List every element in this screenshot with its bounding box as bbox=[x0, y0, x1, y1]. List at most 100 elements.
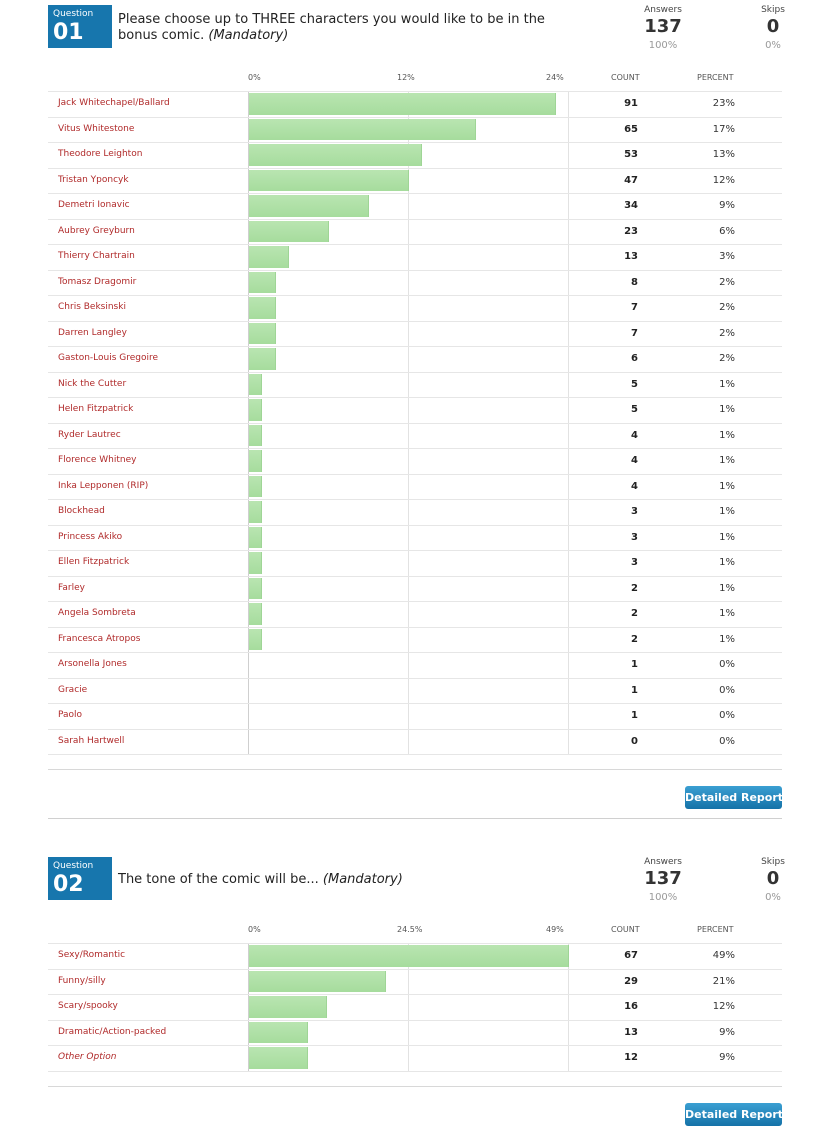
answer-percent: 17% bbox=[712, 123, 735, 135]
row-divider bbox=[48, 601, 782, 602]
answer-percent: 1% bbox=[719, 557, 735, 568]
answer-label: Florence Whitney bbox=[58, 455, 137, 465]
answer-percent: 1% bbox=[719, 480, 735, 492]
answer-label: Demetri Ionavic bbox=[58, 200, 130, 210]
answer-percent: 9% bbox=[719, 1052, 735, 1063]
skips-label: Skips bbox=[761, 857, 785, 867]
answer-label: Jack Whitechapel/Ballard bbox=[58, 98, 170, 108]
answer-percent: 2% bbox=[719, 327, 735, 339]
row-divider bbox=[48, 550, 782, 551]
answer-label: Helen Fitzpatrick bbox=[58, 404, 134, 414]
row-divider bbox=[48, 703, 782, 704]
answer-count: 34 bbox=[624, 200, 638, 211]
answers-count: 137 bbox=[644, 16, 682, 37]
bar bbox=[249, 552, 263, 574]
bar bbox=[249, 93, 556, 115]
row-divider bbox=[48, 994, 782, 995]
row-divider bbox=[48, 943, 782, 944]
answer-count: 91 bbox=[624, 98, 638, 109]
answer-percent: 0% bbox=[719, 735, 735, 747]
answer-percent: 9% bbox=[719, 1026, 735, 1038]
bar bbox=[249, 195, 369, 217]
answer-count: 53 bbox=[624, 149, 638, 160]
bar bbox=[249, 348, 276, 370]
row-divider bbox=[48, 269, 782, 271]
bar bbox=[249, 220, 329, 242]
answer-count: 23 bbox=[624, 225, 638, 237]
answer-label: Tomasz Dragomir bbox=[58, 276, 137, 287]
bar bbox=[249, 945, 569, 967]
answer-label: Sarah Hartwell bbox=[58, 735, 125, 746]
answer-percent: 1% bbox=[719, 506, 735, 517]
badge-label: Question bbox=[53, 861, 94, 871]
answer-count: 47 bbox=[624, 174, 638, 186]
answer-count: 1 bbox=[631, 659, 638, 670]
bar bbox=[249, 628, 263, 650]
answer-label: Gaston-Louis Gregoire bbox=[58, 353, 159, 363]
bar bbox=[249, 996, 328, 1018]
answer-label: Ryder Lautrec bbox=[58, 429, 121, 440]
answer-percent: 0% bbox=[719, 659, 735, 670]
row-divider bbox=[48, 1070, 782, 1072]
required-note: (Mandatory) bbox=[322, 872, 403, 887]
bar bbox=[249, 118, 476, 140]
row-divider bbox=[48, 116, 782, 118]
answer-count: 7 bbox=[631, 327, 638, 339]
answer-count: 1 bbox=[631, 684, 638, 696]
skips-label: Skips bbox=[761, 5, 785, 15]
bar bbox=[249, 475, 263, 497]
answer-percent: 1% bbox=[719, 455, 735, 466]
row-divider bbox=[48, 142, 782, 143]
row-divider bbox=[48, 575, 782, 577]
answer-count: 16 bbox=[624, 1001, 638, 1012]
answer-count: 5 bbox=[631, 404, 638, 415]
row-divider bbox=[48, 167, 782, 169]
detailed-report-button[interactable]: Detailed Report bbox=[685, 786, 783, 809]
row-divider bbox=[48, 677, 782, 679]
bar bbox=[249, 603, 263, 625]
answer-count: 3 bbox=[631, 557, 638, 568]
detailed-report-button[interactable]: Detailed Report bbox=[685, 1102, 783, 1126]
bar bbox=[249, 144, 423, 166]
answer-percent: 12% bbox=[712, 174, 735, 186]
answer-label: Darren Langley bbox=[58, 327, 127, 338]
row-divider bbox=[48, 218, 782, 220]
grid-line bbox=[248, 943, 249, 1071]
answer-label: Gracie bbox=[58, 684, 88, 695]
answers-label: Answers bbox=[644, 857, 682, 867]
row-divider bbox=[48, 244, 782, 245]
row-divider bbox=[48, 295, 782, 296]
row-divider bbox=[48, 754, 782, 755]
row-divider bbox=[48, 422, 782, 424]
row-divider bbox=[48, 1045, 782, 1046]
answer-label: Scary/spooky bbox=[58, 1001, 118, 1011]
required-note: (Mandatory) bbox=[208, 28, 289, 43]
row-divider bbox=[48, 728, 782, 730]
answers-percent: 100% bbox=[648, 892, 678, 903]
bar bbox=[249, 1047, 308, 1069]
answer-percent: 1% bbox=[719, 582, 735, 594]
answer-percent: 1% bbox=[719, 404, 735, 415]
answer-count: 12 bbox=[624, 1052, 638, 1063]
answer-label: Paolo bbox=[58, 710, 83, 720]
answer-percent: 21% bbox=[712, 975, 735, 987]
skips-count: 0 bbox=[766, 868, 780, 889]
answer-percent: 6% bbox=[719, 225, 735, 237]
answer-count: 6 bbox=[631, 353, 638, 364]
row-divider bbox=[48, 524, 782, 526]
bar bbox=[249, 246, 289, 268]
row-divider bbox=[48, 193, 782, 194]
answer-label: Theodore Leighton bbox=[58, 149, 143, 159]
count-header: COUNT bbox=[611, 73, 640, 82]
answer-label: Dramatic/Action-packed bbox=[58, 1026, 167, 1037]
bar bbox=[249, 373, 263, 395]
answers-count: 137 bbox=[644, 868, 682, 889]
section-divider bbox=[48, 769, 782, 770]
answer-count: 2 bbox=[631, 582, 638, 594]
row-divider bbox=[48, 320, 782, 322]
answer-count: 13 bbox=[624, 1026, 638, 1038]
bar bbox=[249, 169, 409, 191]
answer-percent: 1% bbox=[719, 608, 735, 619]
skips-percent: 0% bbox=[765, 40, 781, 51]
